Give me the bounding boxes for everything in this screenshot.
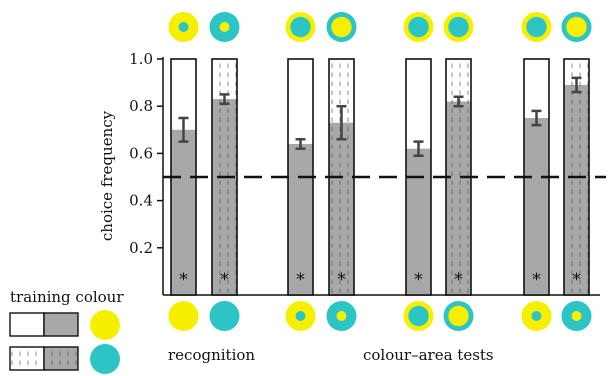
bar-value [288, 143, 313, 295]
legend-swatch-unfilled [9, 346, 45, 371]
stimulus-top [443, 12, 474, 42]
stimulus-top [326, 12, 357, 42]
stimulus-inner-disc [178, 22, 189, 32]
y-axis-label: choice frequency [98, 110, 116, 241]
bar-value [171, 129, 196, 295]
stimulus-bottom [443, 301, 474, 331]
stimulus-outer-disc [209, 301, 240, 331]
y-tick-label: 0.4 [129, 192, 153, 210]
stimulus-top [168, 12, 199, 42]
bar-value [329, 122, 354, 295]
legend-swatch-filled [43, 346, 79, 371]
legend-swatch-unfilled [9, 312, 45, 337]
stimulus-bottom [209, 301, 240, 331]
bar-value [446, 101, 471, 295]
stimulus-inner-disc [290, 16, 311, 38]
stimulus-bottom [403, 301, 434, 331]
stimuli-bottom [168, 301, 592, 331]
group-label-recognition: recognition [168, 346, 255, 364]
stimulus-bottom [521, 301, 552, 331]
stimulus-inner-disc [531, 311, 542, 321]
stimulus-inner-disc [295, 311, 306, 321]
legend-colour-disc [90, 344, 120, 374]
stimulus-top [209, 12, 240, 42]
bars: * * * * * * * * [170, 58, 590, 296]
stimulus-inner-disc [448, 16, 469, 38]
bar-value [212, 99, 237, 296]
bar-outline [211, 58, 238, 296]
bar-outline [563, 58, 590, 296]
bar-remainder [212, 59, 237, 100]
bar-value [564, 84, 589, 296]
stimulus-bottom [285, 301, 316, 331]
stimulus-inner-disc [408, 305, 429, 327]
y-ticks: 0.2 0.4 0.6 0.8 1.0 [129, 50, 163, 257]
stimulus-inner-disc [526, 16, 547, 38]
y-tick-label: 0.6 [129, 144, 153, 162]
stimulus-inner-disc [336, 311, 347, 321]
significance-mark: * [414, 270, 423, 290]
stimulus-top [403, 12, 434, 42]
legend-entries [9, 310, 120, 374]
y-tick-label: 1.0 [129, 50, 153, 68]
significance-mark: * [337, 270, 346, 290]
group-label-colour-area-tests: colour–area tests [363, 346, 494, 364]
stimulus-bottom [168, 301, 199, 331]
bar-remainder [406, 59, 431, 149]
stimulus-top [521, 12, 552, 42]
significance-mark: * [572, 270, 581, 290]
stimulus-inner-disc [448, 305, 469, 327]
significance-mark: * [179, 270, 188, 290]
stimulus-top [285, 12, 316, 42]
bar-remainder [524, 59, 549, 118]
significance-mark: * [454, 270, 463, 290]
legend-swatch-filled [43, 312, 79, 337]
significance-mark: * [532, 270, 541, 290]
significance-mark: * [220, 270, 229, 290]
bar-remainder [288, 59, 313, 144]
bar-remainder [446, 59, 471, 102]
stimulus-inner-disc [571, 311, 582, 321]
legend: training colour [9, 288, 124, 374]
stimulus-top [561, 12, 592, 42]
stimulus-bottom [561, 301, 592, 331]
stimulus-inner-disc [331, 16, 352, 38]
stimulus-outer-disc [168, 301, 199, 331]
stimuli-top [168, 12, 592, 42]
stimulus-inner-disc [566, 16, 587, 38]
y-tick-label: 0.8 [129, 97, 153, 115]
significance-mark: * [296, 270, 305, 290]
legend-colour-disc [90, 310, 120, 340]
bar-value [524, 118, 549, 295]
bar-value [406, 148, 431, 295]
legend-title: training colour [10, 288, 124, 306]
stimulus-inner-disc [408, 16, 429, 38]
stimulus-inner-disc [219, 22, 230, 32]
y-tick-label: 0.2 [129, 239, 153, 257]
stimulus-bottom [326, 301, 357, 331]
